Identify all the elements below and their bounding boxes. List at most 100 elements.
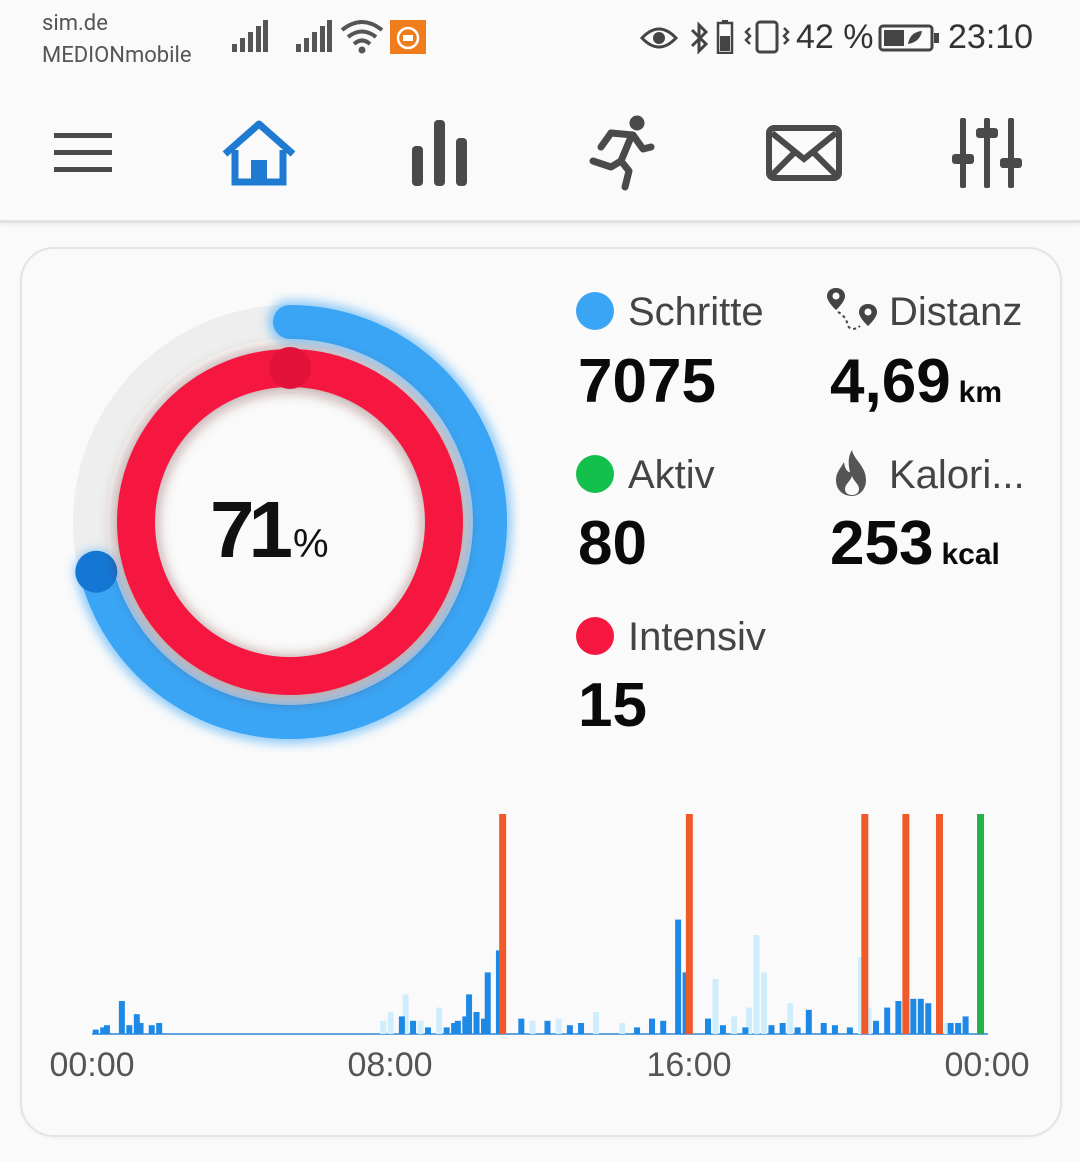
activity-bar bbox=[544, 1020, 551, 1034]
light-activity-bar bbox=[402, 994, 409, 1034]
route-pin-icon bbox=[827, 288, 877, 330]
activity-bar bbox=[794, 1027, 801, 1034]
battery-small-icon bbox=[716, 20, 734, 54]
calories-label: Kalori... bbox=[889, 453, 1025, 497]
activity-bar bbox=[947, 1023, 954, 1034]
activity-bar bbox=[410, 1020, 417, 1034]
light-activity-bar bbox=[753, 935, 760, 1034]
activity-bar bbox=[884, 1007, 891, 1034]
distance-number: 4,69 bbox=[830, 347, 951, 416]
activity-bar bbox=[473, 1012, 480, 1034]
vibrate-icon bbox=[744, 20, 790, 54]
menu-button[interactable] bbox=[34, 108, 134, 198]
activity-bar bbox=[682, 972, 689, 1034]
activity-bar bbox=[962, 1016, 969, 1034]
activity-bar bbox=[148, 1025, 155, 1034]
activity-bar bbox=[768, 1025, 775, 1034]
eye-icon bbox=[640, 27, 678, 49]
mail-icon bbox=[766, 125, 842, 181]
activity-bar bbox=[634, 1027, 641, 1034]
activity-bar bbox=[454, 1020, 461, 1034]
activity-bar bbox=[955, 1023, 962, 1034]
light-activity-bar bbox=[943, 1023, 950, 1034]
steps-label: Schritte bbox=[628, 290, 764, 334]
activity-bar bbox=[133, 1014, 140, 1034]
activity-bar bbox=[518, 1018, 525, 1034]
signal-icon bbox=[296, 20, 332, 52]
activity-bar bbox=[895, 1001, 902, 1034]
activity-bar bbox=[831, 1025, 838, 1034]
event-marker bbox=[902, 814, 910, 1034]
light-activity-bar bbox=[746, 1007, 753, 1034]
stats-icon bbox=[412, 120, 467, 186]
activity-bar bbox=[925, 1003, 932, 1034]
activity-timeline-chart bbox=[92, 814, 988, 1035]
light-activity-bar bbox=[387, 1012, 394, 1034]
activity-bar bbox=[398, 1016, 405, 1034]
x-tick-label: 00:00 bbox=[944, 1046, 1030, 1084]
mi-app-icon bbox=[390, 20, 426, 54]
status-bar: sim.de MEDIONmobile 42 % 23:10 bbox=[0, 0, 1080, 80]
light-activity-bar bbox=[858, 957, 865, 1034]
light-activity-bar bbox=[712, 979, 719, 1034]
light-activity-bar bbox=[380, 1020, 387, 1034]
activity-bar bbox=[495, 950, 502, 1034]
activity-bar bbox=[156, 1023, 163, 1034]
activity-bar bbox=[910, 998, 917, 1034]
activity-bar bbox=[820, 1023, 827, 1034]
calories-value: 253 kcal bbox=[830, 508, 1000, 579]
light-activity-bar bbox=[417, 1020, 424, 1034]
light-activity-bar bbox=[529, 1020, 536, 1034]
activity-bar bbox=[443, 1027, 450, 1034]
calories-unit: kcal bbox=[941, 538, 1000, 571]
distance-label: Distanz bbox=[889, 290, 1023, 334]
activity-bar bbox=[118, 1001, 125, 1034]
event-marker bbox=[499, 814, 507, 1034]
steps-progress-arc bbox=[79, 305, 507, 739]
event-marker bbox=[861, 814, 869, 1034]
activity-bar bbox=[846, 1027, 853, 1034]
activity-bar bbox=[719, 1025, 726, 1034]
activity-bar bbox=[917, 998, 924, 1034]
activity-bar bbox=[805, 1009, 812, 1034]
menu-icon bbox=[54, 133, 112, 172]
carrier-line1: sim.de bbox=[42, 11, 108, 36]
activity-bar bbox=[660, 1020, 667, 1034]
percentage-value: 71 bbox=[210, 485, 293, 574]
light-activity-bar bbox=[761, 972, 767, 1034]
home-tab[interactable] bbox=[209, 108, 309, 198]
light-activity-bar bbox=[436, 1007, 443, 1034]
x-tick-label: 00:00 bbox=[49, 1046, 135, 1084]
running-icon bbox=[589, 115, 655, 191]
daily-goal-percentage: 71% bbox=[210, 484, 329, 576]
activity-bar bbox=[578, 1023, 585, 1034]
intensive-value: 15 bbox=[578, 671, 647, 740]
home-icon bbox=[222, 120, 296, 186]
light-activity-bar bbox=[731, 1016, 738, 1034]
light-activity-bar bbox=[593, 1012, 599, 1034]
settings-tab[interactable] bbox=[937, 108, 1037, 198]
light-activity-bar bbox=[787, 1003, 794, 1034]
statistics-tab[interactable] bbox=[390, 108, 490, 198]
activity-bar bbox=[705, 1018, 711, 1034]
flame-icon bbox=[836, 450, 866, 496]
messages-tab[interactable] bbox=[754, 108, 854, 198]
activity-bar bbox=[92, 1029, 99, 1034]
percentage-unit: % bbox=[292, 522, 329, 566]
clock: 23:10 bbox=[948, 18, 1034, 56]
light-activity-bar bbox=[555, 1018, 562, 1034]
steps-value: 7075 bbox=[578, 347, 716, 416]
carrier-line2: MEDIONmobile bbox=[42, 43, 192, 68]
activity-bar bbox=[466, 994, 473, 1034]
active-value: 80 bbox=[578, 509, 647, 578]
bluetooth-icon bbox=[690, 21, 709, 55]
workout-tab[interactable] bbox=[572, 108, 672, 198]
event-marker bbox=[935, 814, 943, 1034]
x-tick-label: 16:00 bbox=[646, 1046, 732, 1084]
steps-progress-knob bbox=[75, 550, 118, 593]
event-marker bbox=[977, 814, 985, 1034]
intensive-dot bbox=[576, 617, 614, 655]
wifi-icon bbox=[340, 20, 384, 54]
distance-unit: km bbox=[958, 376, 1003, 409]
light-activity-bar bbox=[619, 1023, 626, 1034]
